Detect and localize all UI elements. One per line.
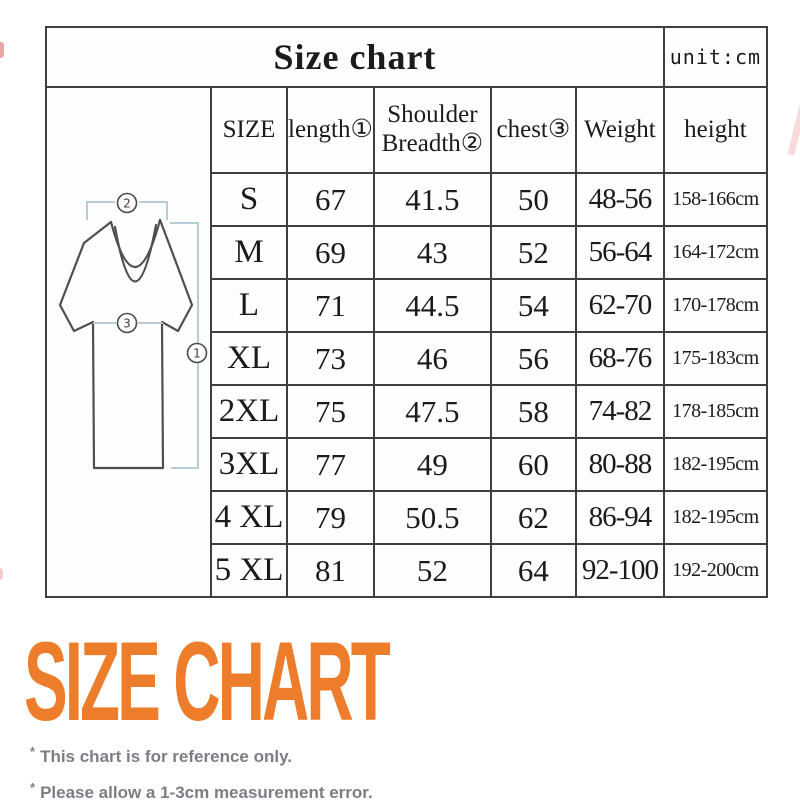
column-header-chest: chest③ bbox=[489, 86, 577, 174]
tshirt-illustration: 2 3 bbox=[58, 192, 208, 469]
chest-value: 64 bbox=[489, 543, 577, 598]
size-chart-table: Size chart unit:cm 2 bbox=[45, 26, 768, 598]
footnotes: * This chart is for reference only. * Plea… bbox=[30, 736, 373, 808]
size-label: 3XL bbox=[210, 437, 288, 492]
shoulder-value: 43 bbox=[372, 225, 492, 280]
chest-value: 50 bbox=[489, 172, 577, 227]
size-label: 4 XL bbox=[210, 490, 288, 545]
length-value: 75 bbox=[286, 384, 375, 439]
size-chart-banner: SIZE CHART bbox=[24, 619, 391, 744]
column-header-height: height bbox=[662, 86, 768, 174]
column-header-length: length① bbox=[286, 86, 375, 174]
table-row-4xl: 4 XL 79 50.5 62 86-94 182-195cm bbox=[46, 490, 768, 545]
chest-value: 60 bbox=[489, 437, 577, 492]
table-row-s: S 67 41.5 50 48-56 158-166cm bbox=[46, 172, 768, 227]
length-value: 81 bbox=[286, 543, 375, 598]
asterisk-bullet: * bbox=[30, 744, 36, 759]
table-row-5xl: 5 XL 81 52 64 92-100 192-200cm bbox=[46, 543, 768, 598]
footnote-text: This chart is for reference only. bbox=[40, 747, 292, 766]
chest-measure-line: 3 bbox=[93, 312, 163, 333]
shoulder-measure-bracket: 2 bbox=[86, 192, 168, 220]
height-value: 182-195cm bbox=[662, 437, 768, 492]
weight-value: 86-94 bbox=[574, 490, 665, 545]
table-row-l: L 71 44.5 54 62-70 170-178cm bbox=[46, 278, 768, 333]
shoulder-value: 52 bbox=[372, 543, 492, 598]
size-label: S bbox=[210, 172, 288, 227]
size-label: L bbox=[210, 278, 288, 333]
table-row-m: M 69 43 52 56-64 164-172cm bbox=[46, 225, 768, 280]
length-value: 79 bbox=[286, 490, 375, 545]
chest-value: 56 bbox=[489, 331, 577, 386]
marker-3: 3 bbox=[123, 316, 131, 330]
size-label: 5 XL bbox=[210, 543, 288, 598]
tshirt-diagram-cell: 2 3 bbox=[45, 86, 212, 598]
marker-2: 2 bbox=[123, 196, 131, 210]
size-label: M bbox=[210, 225, 288, 280]
height-value: 158-166cm bbox=[662, 172, 768, 227]
table-title: Size chart bbox=[45, 26, 665, 88]
unit-label: unit:cm bbox=[662, 26, 768, 88]
shoulder-value: 50.5 bbox=[372, 490, 492, 545]
length-value: 67 bbox=[286, 172, 375, 227]
length-value: 71 bbox=[286, 278, 375, 333]
length-value: 77 bbox=[286, 437, 375, 492]
marker-1: 1 bbox=[193, 346, 201, 360]
size-label: XL bbox=[210, 331, 288, 386]
column-header-shoulder: Shoulder Breadth② bbox=[372, 86, 492, 174]
height-value: 164-172cm bbox=[662, 225, 768, 280]
column-header-size: SIZE bbox=[210, 86, 288, 174]
weight-value: 74-82 bbox=[574, 384, 665, 439]
table-row-xl: XL 73 46 56 68-76 175-183cm bbox=[46, 331, 768, 386]
asterisk-bullet: * bbox=[30, 780, 36, 795]
weight-value: 62-70 bbox=[574, 278, 665, 333]
footnote-reference-only: * This chart is for reference only. bbox=[30, 736, 373, 772]
height-value: 192-200cm bbox=[662, 543, 768, 598]
chest-value: 62 bbox=[489, 490, 577, 545]
column-header-shoulder-line1: Shoulder bbox=[387, 101, 478, 129]
weight-value: 92-100 bbox=[574, 543, 665, 598]
height-value: 170-178cm bbox=[662, 278, 768, 333]
length-measure-bracket: 1 bbox=[170, 221, 208, 469]
size-label: 2XL bbox=[210, 384, 288, 439]
shoulder-value: 41.5 bbox=[372, 172, 492, 227]
weight-value: 56-64 bbox=[574, 225, 665, 280]
shoulder-value: 49 bbox=[372, 437, 492, 492]
weight-value: 80-88 bbox=[574, 437, 665, 492]
footnote-measurement-error: * Please allow a 1-3cm measurement error. bbox=[30, 772, 373, 808]
height-value: 182-195cm bbox=[662, 490, 768, 545]
chest-value: 52 bbox=[489, 225, 577, 280]
footnote-text: Please allow a 1-3cm measurement error. bbox=[40, 783, 373, 802]
height-value: 178-185cm bbox=[662, 384, 768, 439]
shoulder-value: 46 bbox=[372, 331, 492, 386]
weight-value: 48-56 bbox=[574, 172, 665, 227]
left-edge-red-artifact bbox=[0, 42, 4, 58]
chest-value: 58 bbox=[489, 384, 577, 439]
left-edge-red-artifact-2 bbox=[0, 568, 3, 580]
chest-value: 54 bbox=[489, 278, 577, 333]
height-value: 175-183cm bbox=[662, 331, 768, 386]
shoulder-value: 47.5 bbox=[372, 384, 492, 439]
column-header-weight: Weight bbox=[574, 86, 665, 174]
right-edge-pink-artifact bbox=[787, 84, 800, 156]
table-row-2xl: 2XL 75 47.5 58 74-82 178-185cm bbox=[46, 384, 768, 439]
length-value: 69 bbox=[286, 225, 375, 280]
table-row-3xl: 3XL 77 49 60 80-88 182-195cm bbox=[46, 437, 768, 492]
shoulder-value: 44.5 bbox=[372, 278, 492, 333]
tshirt-outline bbox=[58, 218, 194, 469]
length-value: 73 bbox=[286, 331, 375, 386]
weight-value: 68-76 bbox=[574, 331, 665, 386]
column-header-shoulder-line2: Breadth② bbox=[381, 130, 484, 157]
